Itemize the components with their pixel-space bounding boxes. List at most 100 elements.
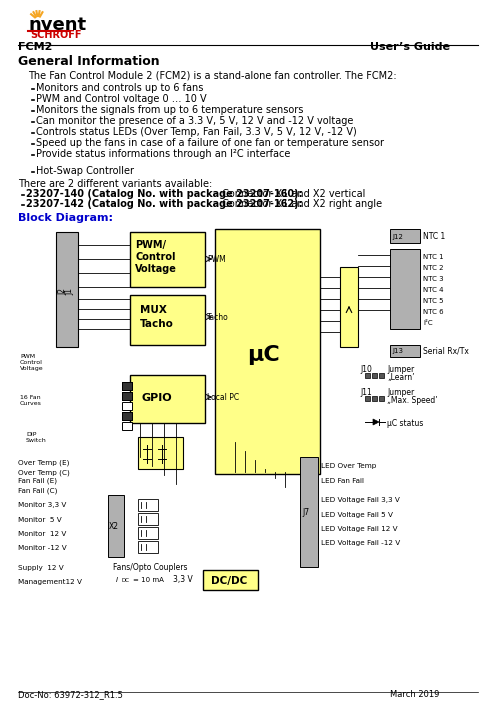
- Text: J12: J12: [392, 234, 403, 240]
- Text: I²C: I²C: [423, 320, 433, 326]
- Text: Local PC: Local PC: [207, 393, 239, 402]
- Bar: [340, 267, 358, 347]
- Bar: [138, 499, 158, 511]
- Text: 3,3 V: 3,3 V: [173, 575, 193, 584]
- Text: Controls status LEDs (Over Temp, Fan Fail, 3.3 V, 5 V, 12 V, -12 V): Controls status LEDs (Over Temp, Fan Fai…: [36, 127, 357, 137]
- Bar: [130, 295, 205, 345]
- Text: Over Temp (C): Over Temp (C): [18, 469, 70, 475]
- Bar: [365, 396, 370, 401]
- Text: NTC 1: NTC 1: [423, 232, 445, 241]
- Text: Doc-No: 63972-312_R1.5: Doc-No: 63972-312_R1.5: [18, 690, 123, 699]
- Text: LED Voltage Fail 5 V: LED Voltage Fail 5 V: [321, 512, 393, 518]
- Bar: [390, 229, 420, 243]
- Bar: [138, 527, 158, 539]
- Bar: [203, 570, 258, 590]
- Text: NTC 6: NTC 6: [423, 309, 443, 315]
- Text: Management12 V: Management12 V: [18, 579, 82, 585]
- Text: Connector X1 and X2 vertical: Connector X1 and X2 vertical: [219, 189, 365, 199]
- Text: LED Fan Fail: LED Fan Fail: [321, 478, 364, 484]
- Text: NTC 5: NTC 5: [423, 298, 443, 304]
- Text: PWM and Control voltage 0 … 10 V: PWM and Control voltage 0 … 10 V: [36, 94, 207, 104]
- Text: LED Voltage Fail -12 V: LED Voltage Fail -12 V: [321, 540, 400, 546]
- Text: Over Temp (E): Over Temp (E): [18, 460, 69, 467]
- Bar: [122, 412, 132, 420]
- Text: Control: Control: [135, 252, 176, 262]
- Text: Hot-Swap Controller: Hot-Swap Controller: [36, 166, 134, 176]
- Text: 16 Fan
Curves: 16 Fan Curves: [20, 395, 42, 406]
- Bar: [138, 541, 158, 553]
- Bar: [122, 422, 132, 430]
- Text: Block Diagram:: Block Diagram:: [18, 213, 113, 223]
- Text: LED Voltage Fail 3,3 V: LED Voltage Fail 3,3 V: [321, 497, 400, 503]
- Text: µC status: µC status: [387, 419, 424, 428]
- Bar: [138, 513, 158, 525]
- Bar: [56, 232, 78, 347]
- Text: J7: J7: [302, 508, 309, 517]
- Text: J13: J13: [392, 348, 403, 354]
- Bar: [122, 382, 132, 390]
- Bar: [122, 392, 132, 400]
- Text: User’s Guide: User’s Guide: [370, 42, 450, 52]
- Text: GPIO: GPIO: [142, 393, 173, 403]
- Text: = 10 mA: = 10 mA: [133, 577, 164, 583]
- Text: NTC 3: NTC 3: [423, 276, 443, 282]
- Text: March 2019: March 2019: [390, 690, 439, 699]
- Bar: [372, 396, 377, 401]
- Text: J11: J11: [360, 388, 372, 397]
- Text: The Fan Control Module 2 (FCM2) is a stand-alone fan controller. The FCM2:: The Fan Control Module 2 (FCM2) is a sta…: [28, 71, 397, 81]
- Text: DIP
Switch: DIP Switch: [26, 432, 47, 443]
- Bar: [108, 495, 124, 557]
- Text: LED Over Temp: LED Over Temp: [321, 463, 376, 469]
- Text: I: I: [116, 577, 118, 583]
- Text: NTC 2: NTC 2: [423, 265, 443, 271]
- Text: Fan Fail (C): Fan Fail (C): [18, 487, 58, 494]
- Text: Provide status informations through an I²C interface: Provide status informations through an I…: [36, 149, 290, 159]
- Bar: [130, 232, 205, 287]
- Bar: [372, 373, 377, 378]
- Text: DC: DC: [121, 578, 129, 583]
- Text: DC/DC: DC/DC: [211, 576, 247, 586]
- Text: Connector X1 and X2 right angle: Connector X1 and X2 right angle: [219, 199, 382, 209]
- Text: Monitor 3,3 V: Monitor 3,3 V: [18, 502, 66, 508]
- Text: There are 2 different variants available:: There are 2 different variants available…: [18, 179, 212, 189]
- Text: Monitors and controls up to 6 fans: Monitors and controls up to 6 fans: [36, 83, 203, 93]
- Bar: [365, 373, 370, 378]
- Bar: [138, 437, 183, 469]
- Bar: [390, 249, 420, 329]
- Bar: [390, 345, 420, 357]
- Text: X2: X2: [109, 522, 119, 531]
- Bar: [215, 229, 320, 474]
- Text: PWM/: PWM/: [135, 240, 166, 250]
- Text: LED Voltage Fail 12 V: LED Voltage Fail 12 V: [321, 526, 398, 532]
- Text: Tacho: Tacho: [140, 319, 174, 329]
- Text: Jumper: Jumper: [387, 365, 414, 374]
- Bar: [379, 396, 384, 401]
- Text: Supply  12 V: Supply 12 V: [18, 565, 64, 571]
- Text: Serial Rx/Tx: Serial Rx/Tx: [423, 346, 469, 355]
- Text: J10: J10: [360, 365, 372, 374]
- Text: Speed up the fans in case of a failure of one fan or temperature sensor: Speed up the fans in case of a failure o…: [36, 138, 384, 148]
- Bar: [122, 382, 132, 390]
- Text: J1: J1: [65, 288, 74, 295]
- Text: nvent: nvent: [28, 16, 86, 34]
- Text: NTC 4: NTC 4: [423, 287, 443, 293]
- Bar: [300, 457, 318, 567]
- Text: SCHROFF: SCHROFF: [30, 30, 81, 40]
- Text: µC: µC: [247, 345, 280, 365]
- Text: „Max. Speed’: „Max. Speed’: [387, 396, 437, 405]
- Text: General Information: General Information: [18, 55, 160, 68]
- Text: 23207-142 (Catalog No. with package 23207-162):: 23207-142 (Catalog No. with package 2320…: [26, 199, 306, 209]
- Polygon shape: [373, 419, 379, 425]
- Bar: [379, 373, 384, 378]
- Text: PWM: PWM: [207, 255, 226, 264]
- Text: Tacho: Tacho: [207, 313, 229, 322]
- Bar: [122, 412, 132, 420]
- Text: Fan Fail (E): Fan Fail (E): [18, 478, 57, 484]
- Bar: [122, 402, 132, 410]
- Bar: [130, 375, 205, 423]
- Text: 23207-140 (Catalog No. with package 23207-160):: 23207-140 (Catalog No. with package 2320…: [26, 189, 306, 199]
- Text: Jumper: Jumper: [387, 388, 414, 397]
- Text: Monitor  5 V: Monitor 5 V: [18, 517, 62, 523]
- Text: MUX: MUX: [140, 305, 167, 315]
- Text: NTC 1: NTC 1: [423, 254, 443, 260]
